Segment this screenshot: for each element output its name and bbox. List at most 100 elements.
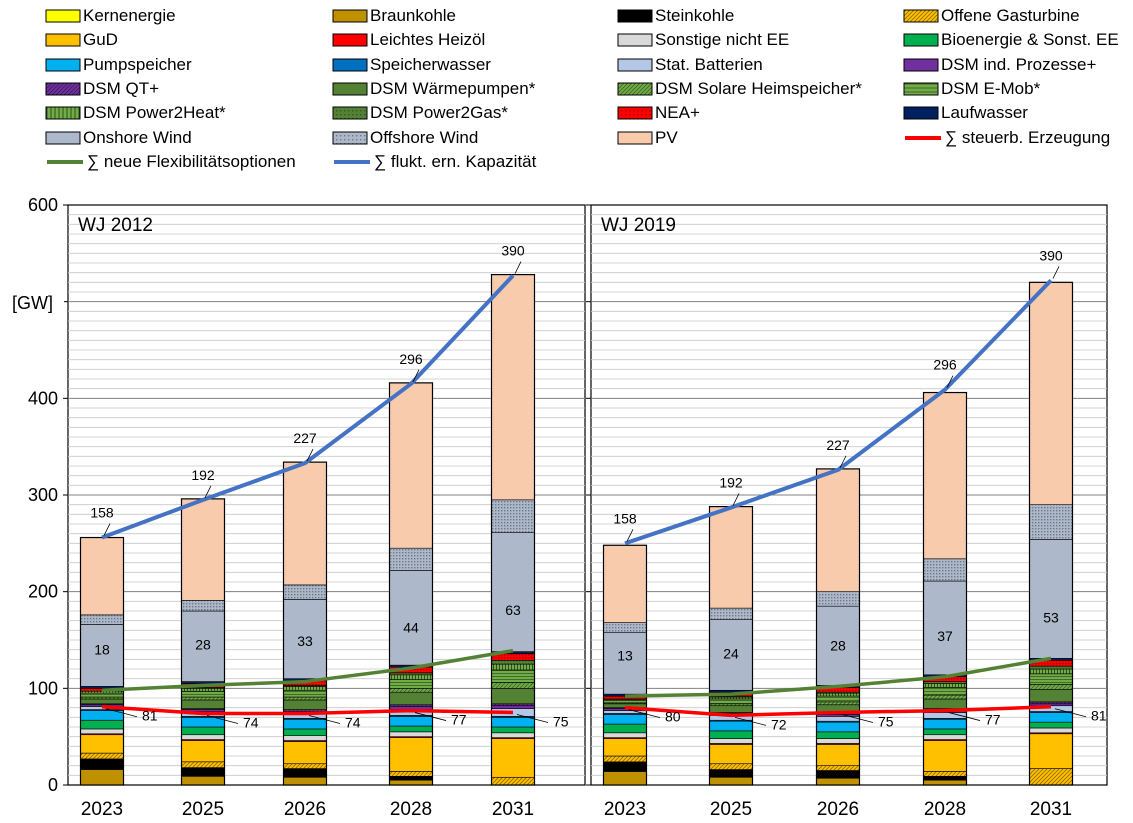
- bar-segment-braunkohle: [283, 776, 327, 786]
- bar-segment-pattern: [80, 614, 124, 625]
- bar-segment-pattern: [1029, 701, 1073, 704]
- bar-segment-pattern: [923, 558, 967, 582]
- data-label: 192: [191, 467, 215, 483]
- data-label: 74: [345, 714, 361, 730]
- leader-line: [628, 709, 661, 719]
- legend-label: DSM Power2Gas*: [370, 103, 508, 123]
- bar-segment-sonstige-nicht-ee: [603, 732, 647, 738]
- legend-swatch: [903, 82, 939, 96]
- bar-segment-onshore-wind: [283, 599, 327, 679]
- leader-line: [516, 714, 549, 723]
- bar-segment-pattern: [923, 676, 967, 682]
- bar-segment-pattern: [491, 777, 535, 785]
- legend-label: Onshore Wind: [83, 127, 192, 147]
- bar-segment-pattern: [603, 756, 647, 762]
- bar-segment-onshore-wind: [80, 624, 124, 687]
- bar-segment-bioenergie-sonst-ee: [181, 726, 225, 736]
- bar-segment-pattern: [1029, 684, 1073, 690]
- data-label: 63: [505, 602, 521, 618]
- bar-segment-bioenergie-sonst-ee: [80, 719, 124, 730]
- leader-line: [412, 369, 420, 383]
- bar-segment-pattern: [491, 664, 535, 670]
- bar-segment-pv: [603, 544, 647, 623]
- bar-segment-sonstige-nicht-ee: [923, 734, 967, 740]
- bar-segment-pattern: [389, 672, 433, 675]
- legend-swatch: [45, 58, 81, 72]
- y-tick-label: 300: [28, 485, 58, 505]
- bar-segment-pattern: [283, 584, 327, 600]
- legend-label: GuD: [83, 30, 118, 50]
- bar-outline: [602, 544, 648, 786]
- bar-segment-pattern: [1029, 768, 1073, 785]
- leader-line: [206, 715, 239, 724]
- series-line-steuerb-erzeugung: [101, 704, 514, 716]
- bar-segment-pv: [709, 506, 753, 609]
- legend-swatch: [903, 33, 939, 47]
- bar-segment-pattern: [80, 703, 124, 705]
- bar-segment-pumpspeicher: [603, 714, 647, 725]
- legend-item-flukt-ern-kapazitaet: ∑ flukt. ern. Kapazität: [332, 151, 536, 173]
- bar-segment-pattern: [709, 703, 753, 706]
- legend-swatch: [903, 9, 939, 23]
- legend-swatch: [617, 82, 653, 96]
- leader-line: [946, 375, 954, 388]
- data-label: 13: [617, 647, 633, 663]
- bar-segment-pattern: [491, 653, 535, 661]
- data-label: 28: [830, 638, 846, 654]
- bar-segment-bioenergie-sonst-ee: [603, 723, 647, 734]
- bar-segment-braunkohle: [389, 779, 433, 786]
- bar-segment-pumpspeicher: [1029, 712, 1073, 723]
- legend-label: ∑ steuerb. Erzeugung: [945, 127, 1111, 147]
- bar-segment-sonstige-nicht-ee: [491, 732, 535, 738]
- data-label: 75: [553, 714, 569, 730]
- bar-segment-pattern: [181, 600, 225, 611]
- legend-item-dsm-e-mob: DSM E-Mob*: [903, 78, 1040, 100]
- bar-segment-pattern: [816, 701, 860, 705]
- legend-swatch: [617, 131, 653, 144]
- bar-segment-pattern: [389, 679, 433, 689]
- bar-segment-pattern: [923, 683, 967, 688]
- leader-line: [514, 261, 522, 274]
- bar-segment-pattern: [181, 688, 225, 692]
- bar-segment-pattern: [283, 686, 327, 691]
- bar-segment-gud: [181, 740, 225, 763]
- y-tick-label: 400: [28, 388, 58, 408]
- legend-label: DSM ind. Prozesse+: [941, 54, 1097, 74]
- legend-label: ∑ flukt. ern. Kapazität: [374, 151, 537, 171]
- bar-segment-dsm-waermepumpen: [80, 698, 124, 705]
- legend-swatch: [617, 9, 653, 23]
- x-tick-label: 2026: [817, 799, 859, 820]
- bar-segment-dsm-waermepumpen: [283, 699, 327, 710]
- legend-label: DSM QT+: [83, 78, 160, 98]
- chart-panel-wj2019: WJ 2019 2023 2025 2026 2028 2031 80 72 75 77 81 13 2…: [586, 204, 1108, 820]
- x-tick-label: 2026: [284, 799, 326, 820]
- leader-line: [306, 448, 314, 462]
- bar-segment-pumpspeicher: [389, 716, 433, 727]
- leader-line: [308, 715, 341, 724]
- bar-segment-pattern: [80, 693, 124, 698]
- leader-line: [1052, 266, 1060, 279]
- data-label: 53: [1043, 610, 1059, 626]
- legend-item-dsm-qt: DSM QT+: [45, 78, 159, 100]
- legend-label: Stat. Batterien: [655, 54, 763, 74]
- bar-segment-stat-batterien: [603, 710, 647, 714]
- bar-segment-pattern: [491, 703, 535, 706]
- bar-segment-pattern: [491, 682, 535, 689]
- bar-segment-pattern: [709, 763, 753, 770]
- legend-item-nea: NEA+: [617, 102, 700, 124]
- legend-item-stat-batterien: Stat. Batterien: [617, 54, 763, 76]
- bar-segment-dsm-ind-prozesse: [491, 705, 535, 709]
- x-tick-label: 2028: [390, 799, 432, 820]
- bar-segment-pattern: [709, 696, 753, 698]
- bar-segment-pattern: [1029, 673, 1073, 685]
- legend-swatch: [903, 106, 939, 120]
- x-tick-label: 2028: [924, 799, 966, 820]
- bar-segment-pattern: [491, 660, 535, 665]
- bar-segment-pattern: [709, 698, 753, 704]
- legend-swatch: [617, 106, 653, 120]
- bar-segment-onshore-wind: [389, 570, 433, 666]
- bar-segment-steinkohle: [816, 770, 860, 779]
- series-line-neue-flexibilitaetsoptionen: [101, 648, 514, 693]
- bar-segment-pattern: [283, 697, 327, 700]
- data-label: 296: [399, 351, 423, 367]
